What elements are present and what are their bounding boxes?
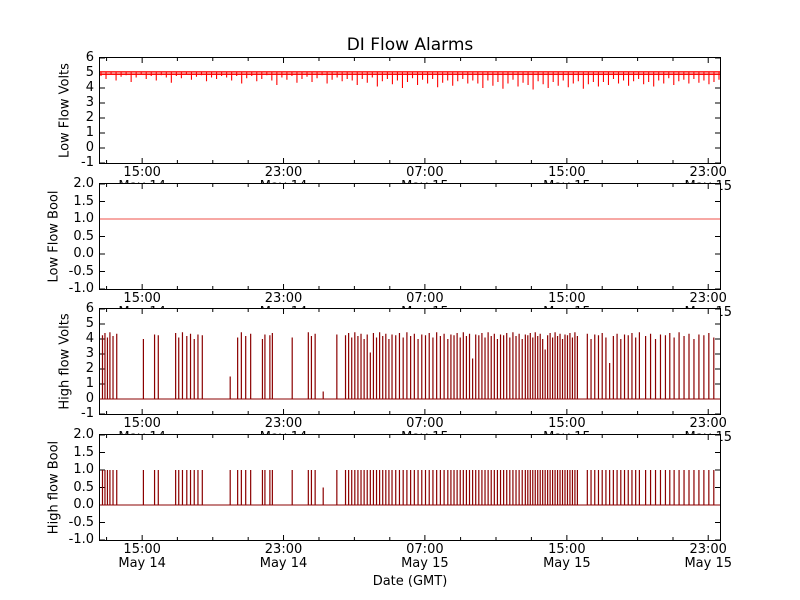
plot-canvas-high-flow-bool — [100, 435, 720, 540]
subplot-high-flow-volts — [99, 308, 721, 415]
y-tick-label: 4 — [85, 80, 94, 95]
x-tick-time: 15:00 — [123, 542, 161, 557]
subplot-low-flow-bool — [99, 183, 721, 290]
y-tick-label: 1.0 — [73, 211, 94, 226]
x-tick-time: 15:00 — [548, 416, 586, 431]
x-tick-date: May 14 — [259, 556, 308, 571]
y-tick-label: 0 — [85, 391, 94, 406]
x-tick-date: May 15 — [401, 556, 449, 571]
y-tick-label: -0.5 — [68, 263, 94, 279]
y-tick-label: 1 — [85, 376, 94, 391]
plot-canvas-high-flow-volts — [100, 309, 720, 414]
y-tick-label: 0.0 — [73, 497, 94, 512]
y-tick-label: 4 — [85, 331, 94, 346]
y-tick-label: 2.0 — [73, 176, 94, 191]
y-tick-label: -1.0 — [68, 281, 94, 296]
y-tick-label: 0 — [85, 140, 94, 155]
y-tick-label: -1 — [81, 406, 94, 421]
y-tick-label: 1.0 — [73, 462, 94, 477]
y-axis-title: Low Flow Bool — [46, 190, 62, 282]
y-tick-label: 5 — [85, 316, 94, 331]
y-tick-label: -0.5 — [68, 514, 94, 530]
x-tick-time: 15:00 — [123, 416, 161, 431]
x-tick-time: 23:00 — [264, 542, 303, 557]
x-tick-time: 07:00 — [406, 416, 444, 431]
chart-title: DI Flow Alarms — [346, 35, 474, 55]
x-tick-time: 07:00 — [406, 291, 444, 306]
x-tick-time: 15:00 — [548, 291, 586, 306]
y-tick-label: 2 — [85, 361, 94, 376]
x-axis-label: Date (GMT) — [372, 574, 448, 589]
x-tick-time: 23:00 — [689, 165, 727, 180]
y-tick-label: -1 — [81, 155, 94, 170]
y-tick-label: 3 — [85, 95, 94, 110]
x-tick-time: 23:00 — [264, 416, 303, 431]
x-tick-date: May 15 — [684, 556, 732, 571]
y-tick-label: 5 — [85, 65, 94, 80]
subplot-low-flow-volts — [99, 57, 721, 164]
y-tick-label: 1.5 — [73, 193, 94, 209]
y-tick-label: 1.5 — [73, 444, 94, 460]
y-tick-label: 1 — [85, 125, 94, 140]
x-tick-time: 15:00 — [548, 542, 586, 557]
y-axis-title: High flow Volts — [57, 312, 73, 410]
y-tick-label: 0.5 — [73, 479, 94, 495]
plot-canvas-low-flow-volts — [100, 58, 720, 163]
x-tick-date: May 15 — [543, 556, 591, 571]
x-tick-date: May 14 — [118, 556, 166, 571]
x-tick-time: 23:00 — [264, 291, 303, 306]
x-tick-time: 23:00 — [689, 291, 727, 306]
y-axis-title: High flow Bool — [46, 440, 62, 534]
y-tick-label: 0.5 — [73, 228, 94, 244]
y-tick-label: 3 — [85, 346, 94, 361]
y-tick-label: 6 — [85, 50, 94, 65]
x-tick-time: 23:00 — [689, 416, 727, 431]
plot-canvas-low-flow-bool — [100, 184, 720, 289]
subplot-high-flow-bool — [99, 434, 721, 541]
x-tick-time: 23:00 — [264, 165, 303, 180]
x-tick-time: 15:00 — [123, 291, 161, 306]
y-tick-label: -1.0 — [68, 532, 94, 547]
y-tick-label: 2.0 — [73, 427, 94, 442]
x-tick-time: 23:00 — [689, 542, 727, 557]
x-tick-time: 15:00 — [123, 165, 161, 180]
x-tick-time: 07:00 — [406, 542, 444, 557]
x-tick-time: 15:00 — [548, 165, 586, 180]
y-tick-label: 0.0 — [73, 246, 94, 261]
y-tick-label: 2 — [85, 110, 94, 125]
y-tick-label: 6 — [85, 301, 94, 316]
x-tick-time: 07:00 — [406, 165, 444, 180]
y-axis-title: Low Flow Volts — [57, 62, 73, 158]
